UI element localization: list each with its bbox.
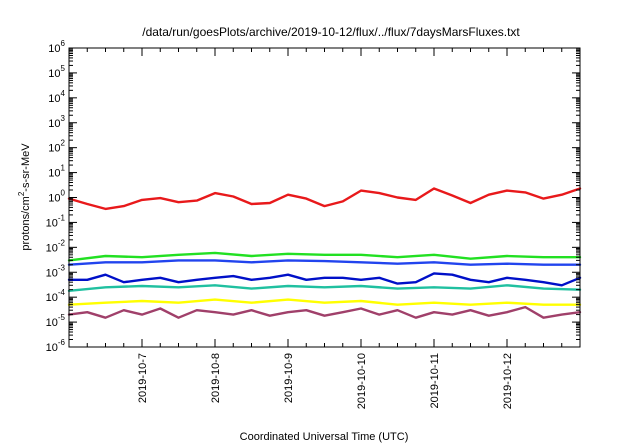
y-tick-label: 106 bbox=[48, 39, 65, 55]
y-tick-label: 10-3 bbox=[46, 263, 66, 279]
series-line-3 bbox=[67, 259, 582, 266]
chart-title: /data/run/goesPlots/archive/2019-10-12/f… bbox=[142, 25, 520, 39]
x-axis: 2019-10-7 2019-10-8 2019-10-9 2019-10-10 201… bbox=[86, 48, 563, 409]
y-tick-label: 104 bbox=[48, 89, 65, 105]
series-line-2 bbox=[67, 251, 582, 262]
y-tick-label: 103 bbox=[48, 114, 65, 130]
y-axis-label: protons/cm2-s-sr-MeV bbox=[17, 143, 32, 251]
x-tick-label: 2019-10-12 bbox=[502, 353, 514, 409]
series-line-5 bbox=[67, 284, 582, 292]
series-line-1 bbox=[67, 187, 582, 211]
series-line-7 bbox=[67, 305, 582, 319]
y-tick-label: 10-5 bbox=[46, 313, 66, 329]
x-tick-label: 2019-10-8 bbox=[210, 353, 222, 403]
y-tick-label: 105 bbox=[48, 64, 65, 80]
y-tick-label: 10-2 bbox=[46, 238, 66, 254]
y-tick-label: 101 bbox=[48, 164, 65, 180]
plot-area bbox=[67, 187, 582, 319]
y-tick-label: 102 bbox=[48, 139, 65, 155]
y-tick-label: 10-4 bbox=[46, 288, 66, 304]
series-line-6 bbox=[67, 298, 582, 306]
x-tick-label: 2019-10-9 bbox=[283, 353, 295, 403]
y-axis: 10-6 10-5 10-4 10-3 10-2 10-1 100 101 102 103 104 1… bbox=[46, 39, 580, 354]
series-line-4 bbox=[67, 272, 582, 287]
y-tick-label: 10-6 bbox=[46, 338, 66, 354]
x-tick-label: 2019-10-7 bbox=[137, 353, 149, 403]
x-axis-label: Coordinated Universal Time (UTC) bbox=[240, 431, 409, 443]
y-tick-label: 10-1 bbox=[46, 213, 66, 229]
x-tick-label: 2019-10-11 bbox=[429, 353, 441, 408]
y-tick-label: 100 bbox=[48, 189, 65, 205]
x-tick-label: 2019-10-10 bbox=[356, 353, 368, 409]
